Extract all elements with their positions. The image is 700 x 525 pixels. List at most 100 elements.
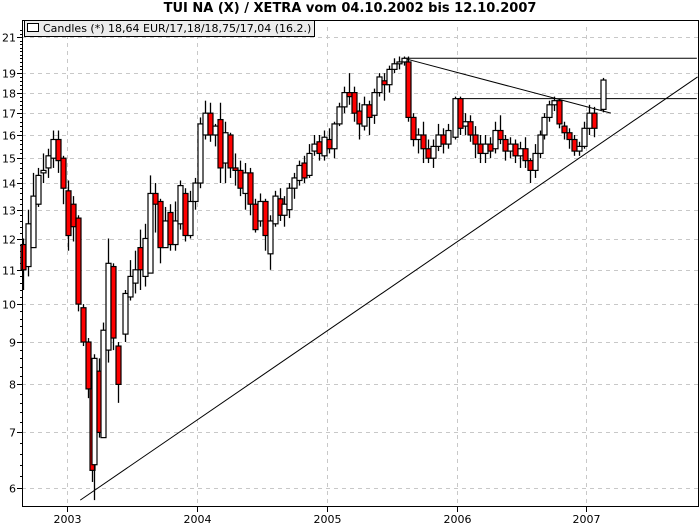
candle-down bbox=[182, 192, 189, 237]
candle-down bbox=[227, 134, 234, 169]
candle-down bbox=[497, 129, 504, 141]
candle-up bbox=[122, 292, 129, 335]
candle-up bbox=[272, 195, 279, 225]
candle-up bbox=[35, 174, 42, 205]
candle-down bbox=[487, 143, 494, 152]
x-tick-label: 2007 bbox=[573, 513, 601, 525]
candle-up bbox=[311, 143, 318, 152]
candle-up bbox=[257, 200, 264, 222]
candle-up bbox=[532, 152, 539, 172]
candle-up bbox=[306, 152, 313, 177]
candle-down bbox=[366, 104, 373, 119]
candle-up bbox=[177, 185, 184, 225]
y-tick-label: 9 bbox=[9, 337, 16, 350]
y-tick-label: 12 bbox=[2, 234, 16, 247]
candle-down bbox=[405, 61, 412, 119]
candle-up bbox=[452, 98, 459, 138]
candle-up bbox=[291, 177, 298, 189]
candle-down bbox=[137, 247, 144, 271]
legend-candle-swatch bbox=[27, 23, 39, 32]
candle-up bbox=[551, 100, 558, 106]
candle-up bbox=[482, 143, 489, 155]
y-tick-label: 17 bbox=[2, 108, 16, 121]
x-tick-label: 2006 bbox=[444, 513, 472, 525]
candle-up bbox=[537, 134, 544, 155]
candle-down bbox=[351, 92, 358, 114]
candle-up bbox=[492, 129, 499, 150]
candle-down bbox=[252, 203, 259, 231]
candle-down bbox=[207, 112, 214, 136]
candle-up bbox=[517, 148, 524, 157]
candle-down bbox=[425, 148, 432, 159]
candle-up bbox=[242, 172, 249, 195]
candle-up bbox=[430, 145, 437, 159]
candle-down bbox=[85, 341, 92, 390]
plot-frame bbox=[22, 20, 699, 507]
candle-down bbox=[591, 112, 598, 129]
candle-up bbox=[202, 112, 209, 136]
candle-up bbox=[331, 123, 338, 150]
trendline bbox=[79, 76, 698, 501]
candle-down bbox=[152, 192, 159, 205]
x-tick-label: 2005 bbox=[314, 513, 342, 525]
candle-up bbox=[281, 203, 288, 216]
candle-down bbox=[262, 200, 269, 237]
candle-down bbox=[60, 157, 67, 189]
x-tick-label: 2004 bbox=[184, 513, 212, 525]
candle-down bbox=[571, 138, 578, 152]
candle-down bbox=[356, 110, 363, 125]
candle-down bbox=[566, 132, 573, 141]
candle-up bbox=[25, 223, 32, 268]
candle-up bbox=[267, 220, 274, 255]
legend: Candles (*) 18,64 EUR/17,18/18,75/17,04 … bbox=[24, 20, 316, 37]
candle-down bbox=[467, 121, 474, 136]
candle-down bbox=[70, 203, 77, 228]
candle-up bbox=[197, 123, 204, 184]
candle-up bbox=[396, 61, 403, 65]
y-tick-label: 7 bbox=[9, 427, 16, 440]
legend-label: Candles (*) 18,64 EUR/17,18/18,75/17,04 … bbox=[43, 22, 312, 35]
candle-down bbox=[440, 134, 447, 145]
y-tick-label: 18 bbox=[2, 88, 16, 101]
candle-down bbox=[247, 172, 254, 205]
candle-down bbox=[561, 125, 568, 134]
y-tick-label: 15 bbox=[2, 153, 16, 166]
candle-down bbox=[527, 160, 534, 172]
candle-down bbox=[326, 138, 333, 150]
candle-down bbox=[232, 167, 239, 172]
candle-down bbox=[522, 148, 529, 162]
candle-up bbox=[286, 187, 293, 211]
candle-up bbox=[91, 357, 98, 466]
candle-up bbox=[222, 132, 229, 164]
candle-up bbox=[371, 92, 378, 116]
candle-up bbox=[376, 76, 383, 94]
candle-up bbox=[336, 106, 343, 125]
y-tick-label: 21 bbox=[2, 32, 16, 45]
candle-up bbox=[40, 169, 47, 174]
candle-up bbox=[541, 116, 548, 136]
candle-down bbox=[80, 307, 87, 343]
candle-up bbox=[50, 138, 57, 159]
y-tick-label: 10 bbox=[2, 299, 16, 312]
y-tick-label: 16 bbox=[2, 130, 16, 143]
candle-up bbox=[576, 145, 583, 152]
candle-up bbox=[386, 68, 393, 86]
y-tick-label: 6 bbox=[9, 483, 16, 496]
candle-up bbox=[172, 220, 179, 246]
candle-up bbox=[507, 143, 514, 152]
candle-up bbox=[142, 237, 149, 278]
candle-up bbox=[445, 129, 452, 145]
y-tick-label: 11 bbox=[2, 265, 16, 278]
candle-down bbox=[217, 118, 224, 169]
candle-up bbox=[546, 104, 553, 119]
candle-up bbox=[147, 192, 154, 274]
x-tick-label: 2003 bbox=[54, 513, 82, 525]
candle-up bbox=[212, 125, 219, 136]
candle-up bbox=[401, 57, 408, 63]
candle-up bbox=[192, 182, 199, 203]
candle-down bbox=[316, 141, 323, 155]
candle-up bbox=[187, 200, 194, 237]
candle-up bbox=[105, 262, 112, 351]
candle-up bbox=[415, 134, 422, 141]
